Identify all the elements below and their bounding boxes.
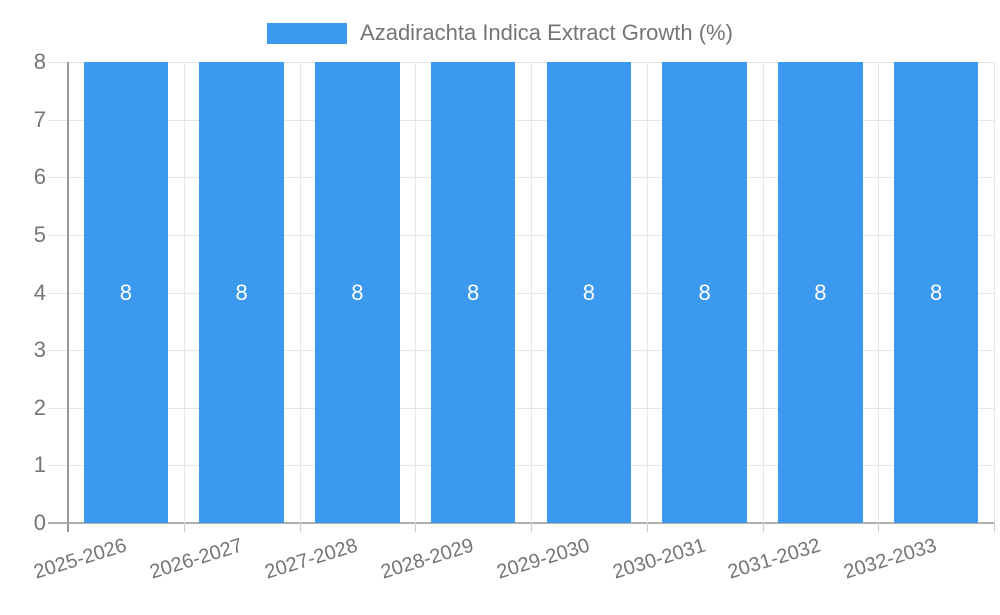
gridline-vertical	[994, 62, 995, 523]
x-axis-tick	[994, 523, 995, 532]
gridline-horizontal	[48, 119, 994, 121]
bar-value-label: 8	[929, 279, 943, 305]
gridline-vertical	[531, 62, 532, 523]
x-tick-label: 2029-2030	[494, 534, 593, 584]
bar: 8	[315, 62, 400, 523]
x-axis-tick	[762, 523, 764, 532]
y-tick-label: 4	[33, 279, 46, 305]
gridline-vertical	[299, 62, 301, 523]
x-axis-tick	[67, 523, 69, 532]
x-tick-label: 2027-2028	[262, 534, 361, 584]
bar-value-label: 8	[466, 279, 480, 305]
x-tick-label: 2028-2029	[378, 534, 477, 584]
y-tick-label: 0	[33, 510, 46, 535]
legend-swatch	[267, 22, 348, 44]
x-tick-label: 2032-2033	[841, 534, 940, 584]
bar-value-label: 8	[814, 279, 827, 305]
x-axis-tick	[531, 523, 532, 532]
chart-legend: Azadirachta Indica Extract Growth (%)	[0, 18, 1000, 48]
bar: 8	[83, 62, 169, 523]
gridline-horizontal	[48, 177, 994, 179]
bar: 8	[199, 62, 284, 523]
bar: 8	[546, 62, 632, 523]
gridline-horizontal	[48, 292, 994, 294]
y-tick-label: 2	[33, 394, 46, 420]
y-tick-label: 5	[33, 221, 46, 247]
bar: 8	[430, 62, 516, 523]
gridline-vertical	[646, 62, 648, 523]
y-tick-label: 8	[33, 49, 46, 74]
y-tick-label: 7	[33, 106, 46, 132]
x-axis-tick	[299, 523, 301, 532]
x-axis-tick	[415, 523, 417, 532]
bar-chart: Azadirachta Indica Extract Growth (%) 0 1…	[0, 18, 1000, 584]
gridline-horizontal	[48, 350, 994, 352]
gridline-vertical	[183, 62, 185, 523]
gridline-vertical	[415, 62, 417, 523]
bar: 8	[662, 62, 747, 523]
gridline-horizontal	[48, 465, 994, 467]
x-axis-tick	[878, 523, 880, 532]
bar-value-label: 8	[351, 279, 364, 305]
bar: 8	[778, 62, 863, 523]
x-tick-label: 2030-2031	[609, 534, 708, 584]
y-tick-label: 6	[33, 164, 46, 190]
bar-value-label: 8	[119, 279, 132, 305]
x-tick-label: 2031-2032	[725, 534, 824, 584]
gridline-vertical	[762, 62, 764, 523]
y-tick-label: 3	[33, 337, 46, 363]
gridline-horizontal	[48, 407, 994, 409]
plot-area: 0 1 2 3 4 5 6 7 8 8 8 8 8 8 8 8 8 2025-2026 2026-2027 2027-…	[31, 49, 995, 583]
bar-value-label: 8	[235, 279, 248, 305]
gridline-vertical	[878, 62, 880, 523]
gridline-horizontal	[48, 234, 994, 236]
y-axis-line	[67, 62, 69, 523]
y-tick-label: 1	[33, 452, 46, 478]
legend-label: Azadirachta Indica Extract Growth (%)	[360, 20, 733, 45]
bar-value-label: 8	[582, 279, 595, 305]
bar-value-label: 8	[698, 279, 711, 305]
x-tick-label: 2026-2027	[146, 534, 245, 584]
bar: 8	[893, 62, 979, 523]
x-axis-line	[48, 522, 994, 524]
gridline-horizontal	[48, 62, 994, 63]
x-axis-tick	[183, 523, 185, 532]
x-axis-tick	[646, 523, 648, 532]
